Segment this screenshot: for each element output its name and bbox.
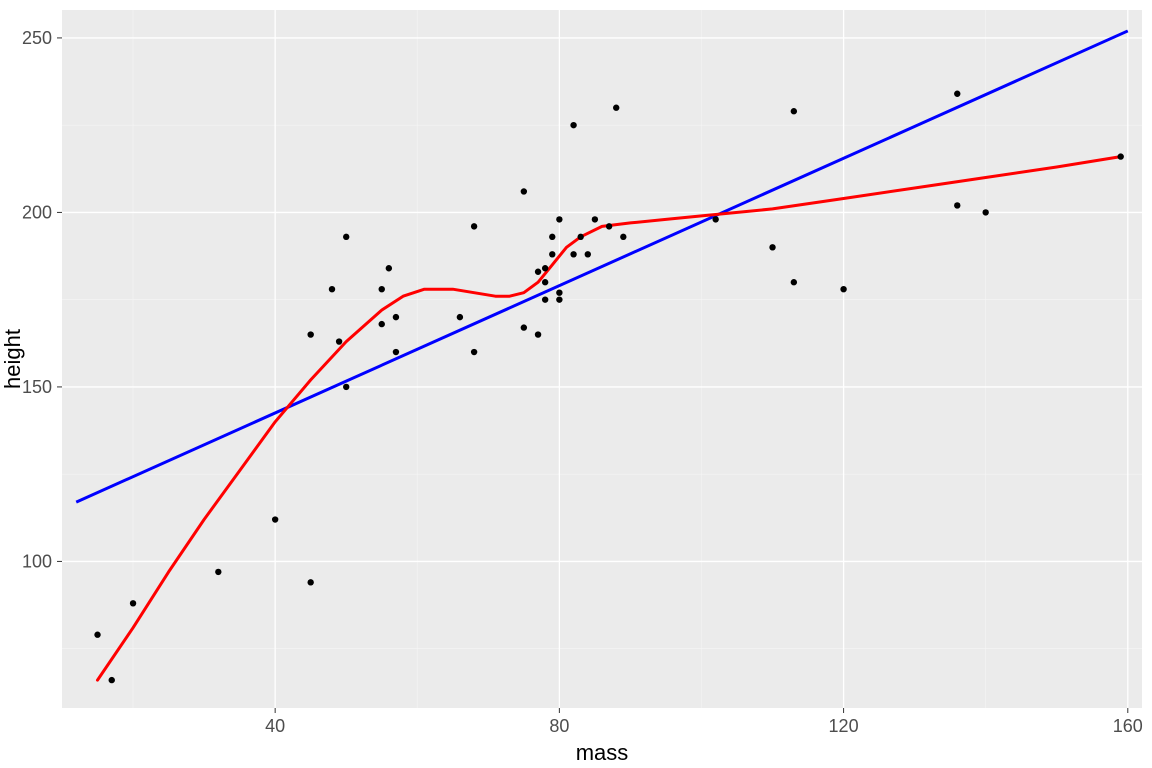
- data-point: [336, 338, 342, 344]
- data-point: [130, 600, 136, 606]
- data-point: [1117, 153, 1123, 159]
- data-point: [272, 516, 278, 522]
- data-point: [471, 223, 477, 229]
- x-tick-label: 80: [549, 716, 569, 736]
- data-point: [606, 223, 612, 229]
- data-point: [570, 251, 576, 257]
- data-point: [556, 289, 562, 295]
- data-point: [329, 286, 335, 292]
- y-tick-label: 100: [22, 551, 52, 571]
- data-point: [549, 251, 555, 257]
- x-tick-label: 160: [1113, 716, 1143, 736]
- data-point: [471, 349, 477, 355]
- data-point: [556, 296, 562, 302]
- data-point: [592, 216, 598, 222]
- data-point: [954, 91, 960, 97]
- data-point: [379, 321, 385, 327]
- data-point: [457, 314, 463, 320]
- data-point: [840, 286, 846, 292]
- panel-background: [62, 10, 1142, 708]
- data-point: [94, 632, 100, 638]
- data-point: [791, 108, 797, 114]
- data-point: [556, 216, 562, 222]
- data-point: [109, 677, 115, 683]
- data-point: [577, 234, 583, 240]
- y-tick-label: 200: [22, 202, 52, 222]
- y-axis-title: height: [0, 329, 25, 389]
- x-tick-label: 120: [829, 716, 859, 736]
- chart-svg: 40 80 120 160 100 150 200 250 mass height: [0, 0, 1152, 768]
- data-point: [379, 286, 385, 292]
- data-point: [521, 188, 527, 194]
- data-point: [712, 216, 718, 222]
- data-point: [620, 234, 626, 240]
- data-point: [386, 265, 392, 271]
- x-tick-label: 40: [265, 716, 285, 736]
- y-tick-label: 150: [22, 377, 52, 397]
- data-point: [307, 579, 313, 585]
- data-point: [570, 122, 576, 128]
- data-point: [535, 331, 541, 337]
- y-tick-label: 250: [22, 28, 52, 48]
- data-point: [215, 569, 221, 575]
- data-point: [542, 265, 548, 271]
- data-point: [542, 279, 548, 285]
- data-point: [307, 331, 313, 337]
- data-point: [549, 234, 555, 240]
- data-point: [982, 209, 988, 215]
- x-axis-title: mass: [576, 740, 629, 765]
- data-point: [791, 279, 797, 285]
- data-point: [613, 105, 619, 111]
- scatter-chart: 40 80 120 160 100 150 200 250 mass height: [0, 0, 1152, 768]
- data-point: [769, 244, 775, 250]
- data-point: [521, 324, 527, 330]
- data-point: [535, 269, 541, 275]
- data-point: [542, 296, 548, 302]
- data-point: [585, 251, 591, 257]
- data-point: [954, 202, 960, 208]
- data-point: [393, 349, 399, 355]
- data-point: [393, 314, 399, 320]
- data-point: [343, 384, 349, 390]
- data-point: [343, 234, 349, 240]
